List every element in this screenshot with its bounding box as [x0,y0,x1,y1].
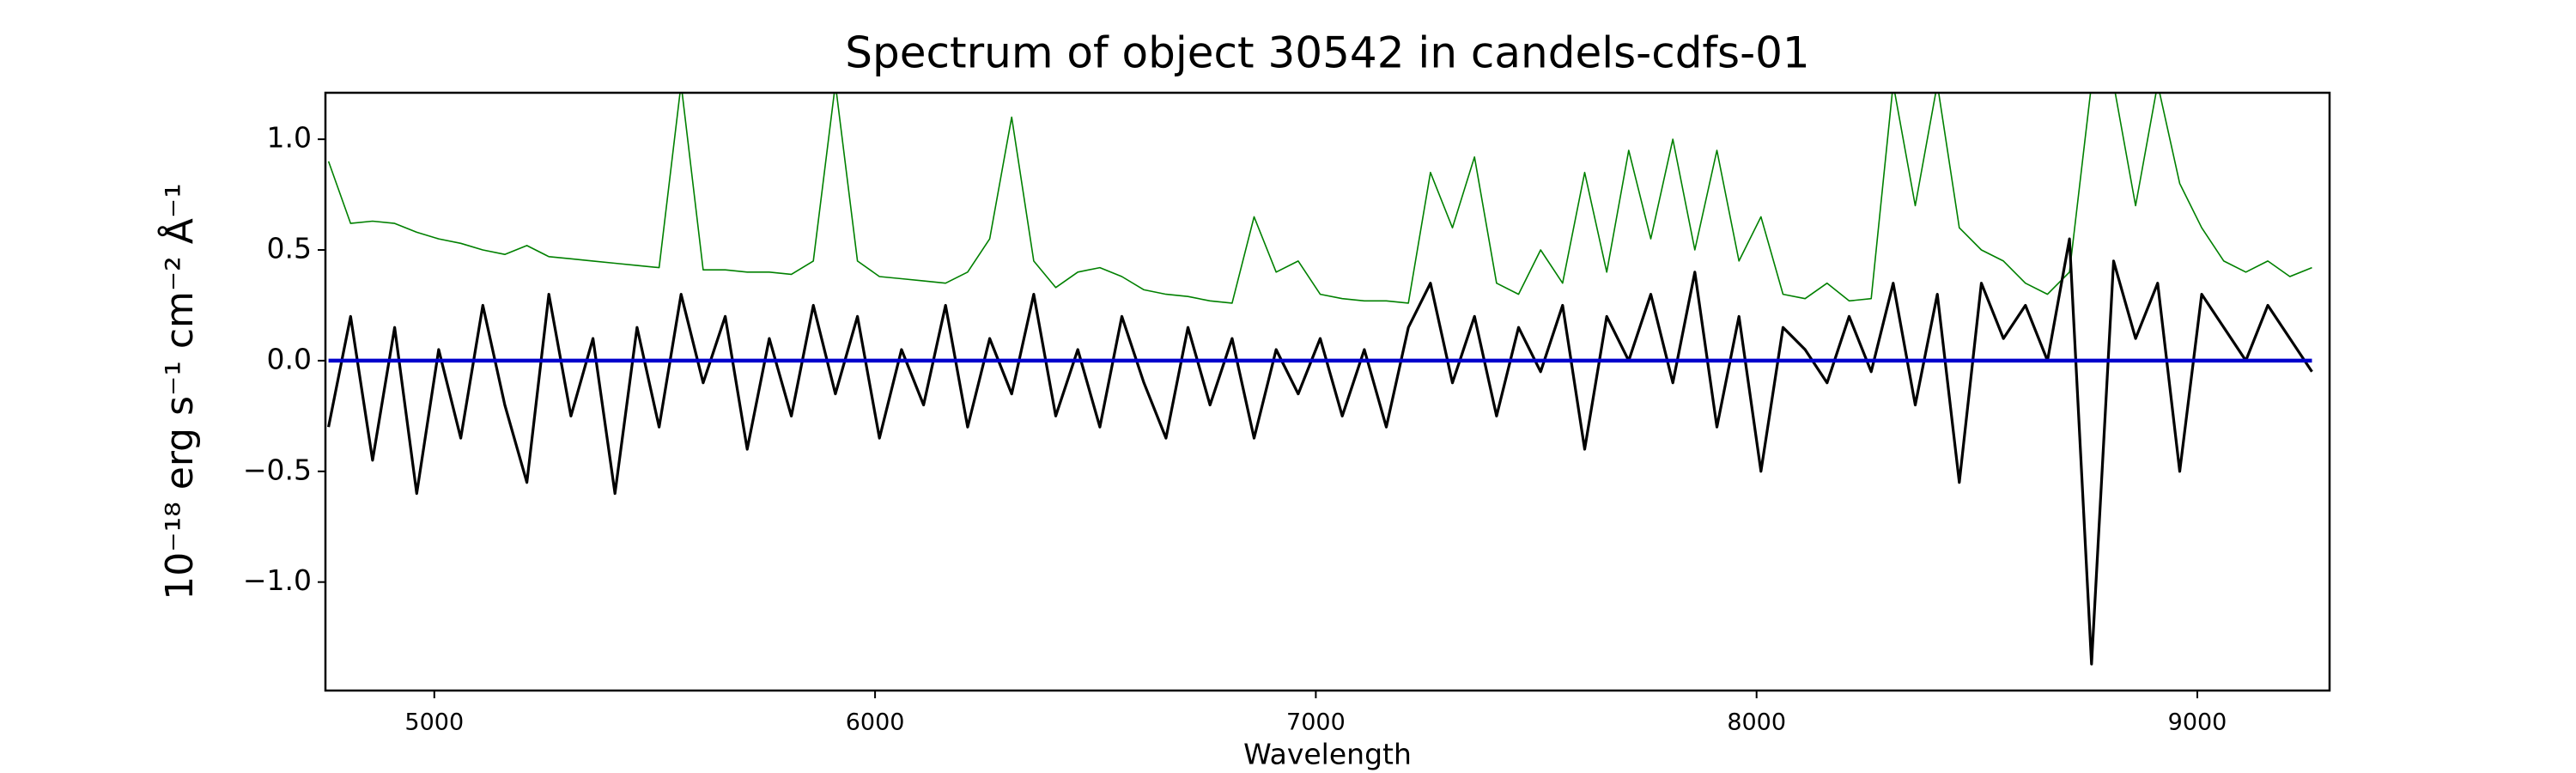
plot-frame [324,91,2331,692]
series-layer [327,93,2313,666]
y-tick-label: −0.5 [243,453,312,486]
chart-title: Spectrum of object 30542 in candels-cdfs… [845,28,1810,78]
x-tick-label: 7000 [1286,709,1346,736]
spectrum-line [327,237,2313,666]
x-tick-label: 5000 [404,709,464,736]
x-tick-label: 9000 [2168,709,2227,736]
y-axis-label: 10⁻¹⁸ erg s⁻¹ cm⁻² Å⁻¹ [156,183,202,600]
x-tick-label: 8000 [1727,709,1786,736]
y-tick-label: 0.0 [267,342,312,375]
y-tick-label: −1.0 [243,563,312,597]
y-tick-label: 0.5 [267,232,312,265]
x-tick-label: 6000 [846,709,905,736]
x-axis-label: Wavelength [1243,738,1412,771]
spectrum-line [327,93,2312,304]
y-tick-label: 1.0 [267,121,312,155]
